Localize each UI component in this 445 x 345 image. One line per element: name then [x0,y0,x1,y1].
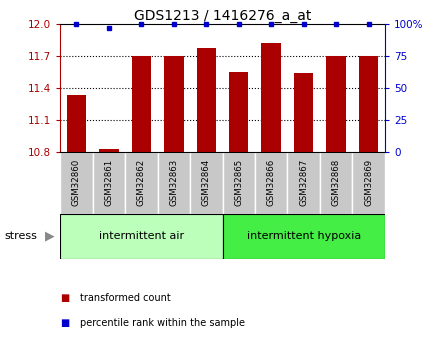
Bar [320,152,352,214]
Text: transformed count: transformed count [80,294,171,303]
Bar [158,152,190,214]
Text: GSM32863: GSM32863 [169,159,178,206]
Bar [164,56,183,152]
Text: intermittent hypoxia: intermittent hypoxia [247,231,361,241]
Bar [93,152,125,214]
Bar [229,72,248,152]
Bar [262,43,281,152]
Text: GDS1213 / 1416276_a_at: GDS1213 / 1416276_a_at [134,9,311,23]
Bar [222,214,385,259]
Text: stress: stress [4,231,37,241]
Text: GSM32866: GSM32866 [267,159,276,206]
Text: GSM32862: GSM32862 [137,159,146,206]
Bar [60,214,222,259]
Bar [352,152,385,214]
Bar [132,56,151,152]
Bar [327,56,346,152]
Bar [359,56,378,152]
Text: GSM32865: GSM32865 [234,159,243,206]
Text: ■: ■ [60,294,69,303]
Bar [190,152,222,214]
Text: ▶: ▶ [44,230,54,243]
Bar [294,73,313,152]
Text: GSM32869: GSM32869 [364,159,373,206]
Text: GSM32861: GSM32861 [104,159,113,206]
Text: GSM32868: GSM32868 [332,159,341,206]
Text: GSM32867: GSM32867 [299,159,308,206]
Bar [125,152,158,214]
Text: intermittent air: intermittent air [99,231,184,241]
Bar [222,152,255,214]
Text: percentile rank within the sample: percentile rank within the sample [80,318,245,327]
Bar [255,152,287,214]
Text: GSM32864: GSM32864 [202,159,211,206]
Bar [287,152,320,214]
Bar [99,149,118,152]
Text: ■: ■ [60,318,69,327]
Bar [67,96,86,152]
Bar [60,152,93,214]
Bar [197,48,216,152]
Text: GSM32860: GSM32860 [72,159,81,206]
